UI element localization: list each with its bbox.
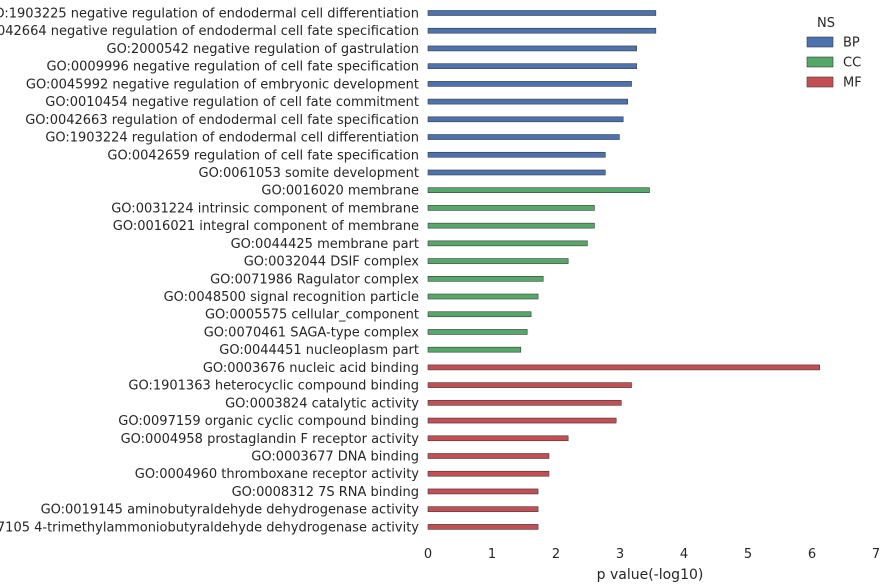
bar-cc [427,222,595,229]
category-label: GO:1903224 regulation of endodermal cell… [45,131,419,146]
bar-bp [427,151,606,158]
bar-bp [427,45,637,52]
category-label: GO:0044451 nucleoplasm part [219,343,419,358]
category-label: GO:0071986 Ragulator complex [210,272,419,287]
bar-cc [427,311,532,318]
x-tick-label: 4 [680,547,688,562]
bar-cc [427,187,650,193]
category-label: GO:0044425 membrane part [231,237,419,252]
category-labels: GO:1903225 negative regulation of endode… [0,7,419,536]
legend-swatch-cc [806,56,834,68]
x-tick-label: 2 [552,547,560,562]
bar-bp [427,116,624,123]
bar-mf [427,382,632,388]
category-label: GO:0070461 SAGA-type complex [204,325,420,340]
x-axis: 0 1 2 3 4 5 6 7 [424,547,880,562]
legend-swatch-bp [806,36,834,48]
category-label: GO:0009996 negative regulation of cell f… [46,60,419,75]
category-label: GO:1903225 negative regulation of endode… [0,7,419,22]
category-label: GO:0003676 nucleic acid binding [203,361,419,376]
category-label: GO:0031224 intrinsic component of membra… [111,201,419,216]
category-label: GO:0042664 negative regulation of endode… [0,24,419,39]
x-tick-label: 3 [616,547,624,562]
x-tick-label: 1 [488,547,496,562]
bar-mf [427,488,539,495]
x-tick-label: 5 [744,547,752,562]
category-label: GO:0004960 thromboxane receptor activity [135,467,420,482]
bar-bp [427,63,637,69]
bar-mf [427,506,539,512]
category-label: GO:0048500 signal recognition particle [164,290,419,305]
category-label: GO:0061053 somite development [199,166,419,181]
bar-mf [427,417,617,424]
bar-mf [427,435,569,442]
category-label: GO:0042659 regulation of cell fate speci… [107,148,419,163]
bar-bp [427,134,620,140]
bar-mf [427,470,550,477]
bar-bp [427,10,657,16]
category-label: GO:0032044 DSIF complex [244,255,420,270]
legend-label-bp: BP [843,36,860,51]
legend-label-cc: CC [843,56,861,71]
category-label: GO:0008312 7S RNA binding [232,485,419,500]
bars [427,10,820,530]
bar-cc [427,346,522,353]
category-label: GO:0003677 DNA binding [251,450,419,465]
bar-cc [427,205,595,211]
category-label: GO:0045992 negative regulation of embryo… [26,77,419,92]
bar-cc [427,275,544,282]
x-tick-label: 0 [424,547,432,562]
bar-cc [427,293,539,300]
x-tick-label: 6 [808,547,816,562]
bar-bp [427,169,606,176]
bar-bp [427,27,657,34]
category-label: GO:0016021 integral component of membran… [113,219,419,234]
category-label: GO:0047105 4-trimethylammoniobutyraldehy… [0,520,419,535]
category-label: GO:0010454 negative regulation of cell f… [45,95,419,110]
legend-label-mf: MF [843,76,862,91]
bar-mf [427,453,550,459]
bar-bp [427,81,632,87]
category-label: GO:0097159 organic cyclic compound bindi… [118,414,419,429]
category-label: GO:0004958 prostaglandin F receptor acti… [121,432,420,447]
category-label: GO:0005575 cellular_component [205,308,419,323]
bar-bp [427,98,628,105]
category-label: GO:0042663 regulation of endodermal cell… [25,113,419,128]
bar-mf [427,364,820,371]
x-tick-label: 7 [872,547,880,562]
legend-title: NS [817,16,835,31]
x-axis-label: p value(-log10) [597,567,704,583]
category-label: GO:0016020 membrane [261,184,419,199]
bar-mf [427,524,539,530]
category-label: GO:0003824 catalytic activity [225,396,419,411]
bar-mf [427,400,622,406]
bar-cc [427,240,588,247]
category-label: GO:2000542 negative regulation of gastru… [107,42,419,57]
legend: NS BP CC MF [806,16,862,91]
category-label: GO:1901363 heterocyclic compound binding [128,379,419,394]
bar-cc [427,258,569,264]
legend-swatch-mf [806,76,834,88]
bar-cc [427,329,528,335]
category-label: GO:0019145 aminobutyraldehyde dehydrogen… [41,503,420,518]
